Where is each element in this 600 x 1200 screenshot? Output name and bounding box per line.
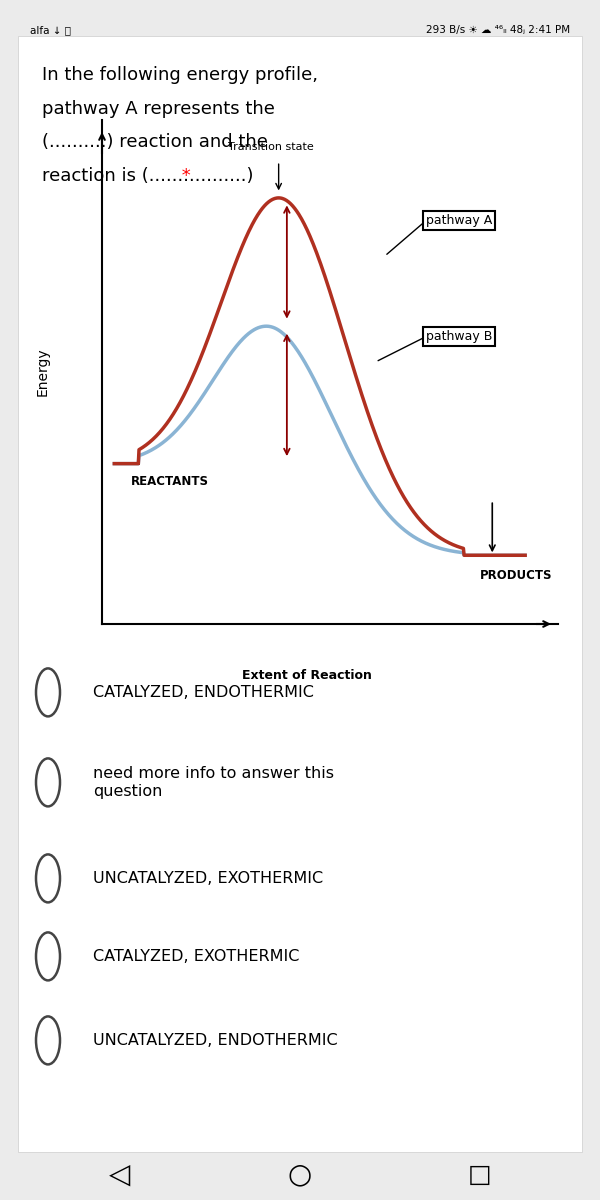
Text: alfa ↓ ⓞ: alfa ↓ ⓞ bbox=[30, 25, 71, 35]
Text: □: □ bbox=[468, 1163, 492, 1187]
Text: ◁: ◁ bbox=[109, 1160, 131, 1189]
Text: PRODUCTS: PRODUCTS bbox=[480, 569, 553, 582]
Text: need more info to answer this
question: need more info to answer this question bbox=[93, 767, 334, 799]
Text: REACTANTS: REACTANTS bbox=[131, 475, 209, 488]
Text: Transition state: Transition state bbox=[227, 142, 313, 152]
Text: pathway A: pathway A bbox=[426, 215, 492, 227]
Text: In the following energy profile,: In the following energy profile, bbox=[42, 66, 318, 84]
Text: ○: ○ bbox=[288, 1160, 312, 1189]
Text: CATALYZED, EXOTHERMIC: CATALYZED, EXOTHERMIC bbox=[93, 949, 299, 964]
Text: 293 B/s ☀ ☁ ⁴⁶ₗₗ 48ⱼ 2:41 PM: 293 B/s ☀ ☁ ⁴⁶ₗₗ 48ⱼ 2:41 PM bbox=[426, 25, 570, 35]
Text: pathway B: pathway B bbox=[426, 330, 492, 343]
Text: reaction is (.................): reaction is (.................) bbox=[42, 167, 254, 185]
Text: *: * bbox=[176, 167, 191, 185]
Text: CATALYZED, ENDOTHERMIC: CATALYZED, ENDOTHERMIC bbox=[93, 685, 314, 700]
Text: pathway A represents the: pathway A represents the bbox=[42, 100, 275, 118]
Text: (..........) reaction and the: (..........) reaction and the bbox=[42, 133, 268, 151]
Text: UNCATALYZED, ENDOTHERMIC: UNCATALYZED, ENDOTHERMIC bbox=[93, 1033, 338, 1048]
Text: Energy: Energy bbox=[36, 348, 50, 396]
Text: UNCATALYZED, EXOTHERMIC: UNCATALYZED, EXOTHERMIC bbox=[93, 871, 323, 886]
Text: Extent of Reaction: Extent of Reaction bbox=[242, 670, 372, 683]
